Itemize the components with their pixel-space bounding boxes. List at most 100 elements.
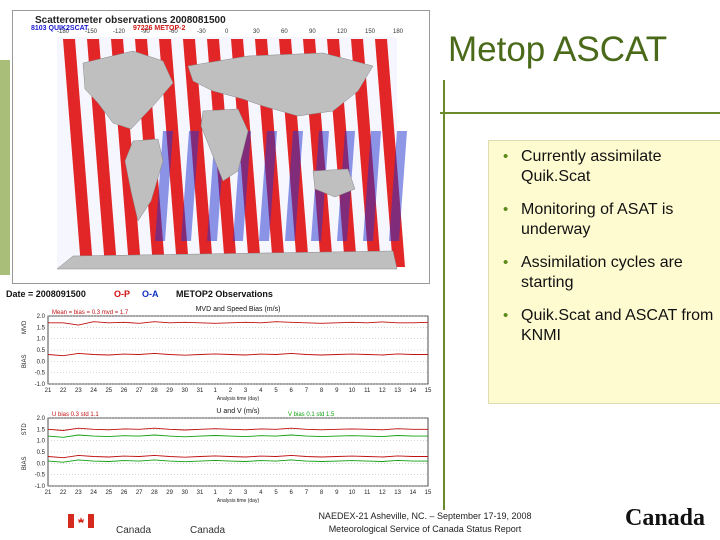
footer-dept-fr-a: Environnement <box>190 514 258 525</box>
y-tick-label: -0.5 <box>35 473 46 479</box>
x-tick-label: 14 <box>409 490 416 496</box>
map-lon-label: 120 <box>337 29 348 35</box>
x-tick-label: 26 <box>121 490 128 496</box>
footer-line1: NAEDEX-21 Asheville, NC. – September 17-… <box>318 511 532 521</box>
bullet-box: • Currently assimilate Quik.Scat • Monitor… <box>488 140 720 404</box>
slide-title: Metop ASCAT <box>448 30 668 69</box>
chart-legend: Mean = bias = 0.3 mvd = 1.7 <box>52 310 129 316</box>
bias-header: Date = 2008091500 O-P O-A METOP2 Observa… <box>0 289 440 301</box>
quikscat-swath <box>155 131 173 241</box>
decorative-divider-vertical <box>443 80 445 510</box>
map-legend-quikscat: 8103 QUIK2SCAT <box>31 25 89 32</box>
south-america <box>124 138 164 222</box>
x-tick-label: 9 <box>335 388 339 394</box>
map-lon-label: -150 <box>85 29 98 35</box>
y-axis-label: BIAS <box>22 354 28 368</box>
footer-dept-fr: Environnement Canada <box>190 514 257 536</box>
x-tick-label: 28 <box>151 490 158 496</box>
x-tick-label: 12 <box>379 490 386 496</box>
chart-uv-svg: 2.01.51.00.50.0-0.5-1.021 22 23 24 25 26 27 28 2… <box>22 408 432 504</box>
x-tick-label: 26 <box>121 388 128 394</box>
world-map-svg: -180 -150 -120 -90 -60 -30 0 30 60 90 120 150 180 <box>56 29 407 270</box>
series-line <box>47 459 428 463</box>
y-axis-label: STD <box>22 423 28 436</box>
decorative-bar-left <box>0 60 10 275</box>
y-axis-label: BIAS <box>22 456 28 470</box>
y-tick-label: 1.5 <box>37 325 46 331</box>
bias-date: Date = 2008091500 <box>6 289 86 299</box>
chart-mvd-speed-bias: 2.0 1.5 1.0 0.5 0.0 -0.5 -1.0 21 22 23 24 25 26 27 28 2… <box>18 302 438 407</box>
quikscat-swath <box>259 131 277 241</box>
x-tick-label: 10 <box>349 490 356 496</box>
metop-swath <box>183 39 213 267</box>
map-lon-label: 30 <box>253 29 260 35</box>
bullet-text: Currently assimilate Quik.Scat <box>521 148 662 185</box>
x-tick-label: 22 <box>60 490 67 496</box>
x-tick-label: 23 <box>75 388 82 394</box>
x-tick-label: 11 <box>364 490 371 496</box>
antarctica <box>56 250 398 270</box>
x-tick-label: 13 <box>394 490 401 496</box>
footer-line2: Meteorological Service of Canada Status … <box>328 524 522 534</box>
x-tick-label: 2 <box>229 490 233 496</box>
x-tick-label: 1 <box>214 388 218 394</box>
chart-legend-v: V bias 0.1 std 1.5 <box>288 412 335 418</box>
x-tick-label: 11 <box>364 388 371 394</box>
x-tick-label: 5 <box>274 388 278 394</box>
x-tick-label: 27 <box>136 490 143 496</box>
footer-dept-en-a: Environment <box>116 514 173 525</box>
x-tick-label: 31 <box>197 388 204 394</box>
x-tick-label: 8 <box>320 490 324 496</box>
y-tick-label: 0.5 <box>37 348 46 354</box>
bullet-text: Assimilation cycles are starting <box>521 254 683 291</box>
x-tick-label: 6 <box>290 490 294 496</box>
x-tick-label: 7 <box>305 490 309 496</box>
x-tick-label: 15 <box>425 388 432 394</box>
y-tick-label: 2.0 <box>37 314 46 320</box>
footer-citation: NAEDEX-21 Asheville, NC. – September 17-… <box>290 510 560 536</box>
footer-dept-en: Environment Canada <box>116 514 172 536</box>
x-tick-label: 6 <box>290 388 294 394</box>
x-tick-label: 25 <box>105 490 112 496</box>
y-tick-label: 1.0 <box>37 337 46 343</box>
scatterometer-map: -180 -150 -120 -90 -60 -30 0 30 60 90 120 150 180 Sc… <box>12 10 430 284</box>
bullet-icon: • <box>503 148 509 165</box>
x-tick-label: 22 <box>60 388 67 394</box>
decorative-divider-horizontal <box>440 112 720 114</box>
bullet-icon: • <box>503 307 509 324</box>
y-tick-label: 1.0 <box>37 439 46 445</box>
quikscat-swath <box>363 131 381 241</box>
y-tick-label: 0.0 <box>37 461 46 467</box>
y-tick-label: -1.0 <box>35 484 46 490</box>
bullet-text: Monitoring of ASAT is underway <box>521 201 674 238</box>
bullet-text: Quik.Scat and ASCAT from KNMI <box>521 307 714 344</box>
y-tick-label: 2.0 <box>37 416 46 422</box>
metop-swath <box>63 39 93 267</box>
x-axis-label: Analysis time (day) <box>217 396 260 402</box>
x-axis-label: Analysis time (day) <box>217 498 260 504</box>
bullet-item: • Assimilation cycles are starting <box>489 253 715 293</box>
footer-dept-en-b: Canada <box>116 525 152 536</box>
bullet-item: • Currently assimilate Quik.Scat <box>489 147 715 187</box>
y-tick-label: -0.5 <box>35 371 46 377</box>
map-lon-label: 150 <box>365 29 376 35</box>
series-line <box>48 321 429 326</box>
metop-swath <box>159 39 189 267</box>
x-tick-label: 14 <box>409 388 416 394</box>
chart-title: U and V (m/s) <box>216 408 259 415</box>
bias-obs-label: METOP2 Observations <box>176 289 273 299</box>
x-tick-label: 23 <box>75 490 82 496</box>
x-tick-label: 29 <box>166 388 173 394</box>
bullet-icon: • <box>503 254 509 271</box>
map-legend-metop: 97226 METOP-2 <box>133 25 186 32</box>
map-lon-label: -120 <box>113 29 126 35</box>
x-tick-label: 5 <box>274 490 278 496</box>
x-tick-label: 4 <box>259 490 263 496</box>
eurasia <box>187 52 374 117</box>
x-tick-label: 27 <box>136 388 143 394</box>
canada-wordmark: Canada <box>625 505 706 531</box>
series-line <box>47 434 428 438</box>
chart-legend-u: U bias 0.3 std 1.1 <box>52 412 99 418</box>
map-lon-label: -180 <box>57 29 70 35</box>
x-tick-label: 24 <box>90 388 97 394</box>
